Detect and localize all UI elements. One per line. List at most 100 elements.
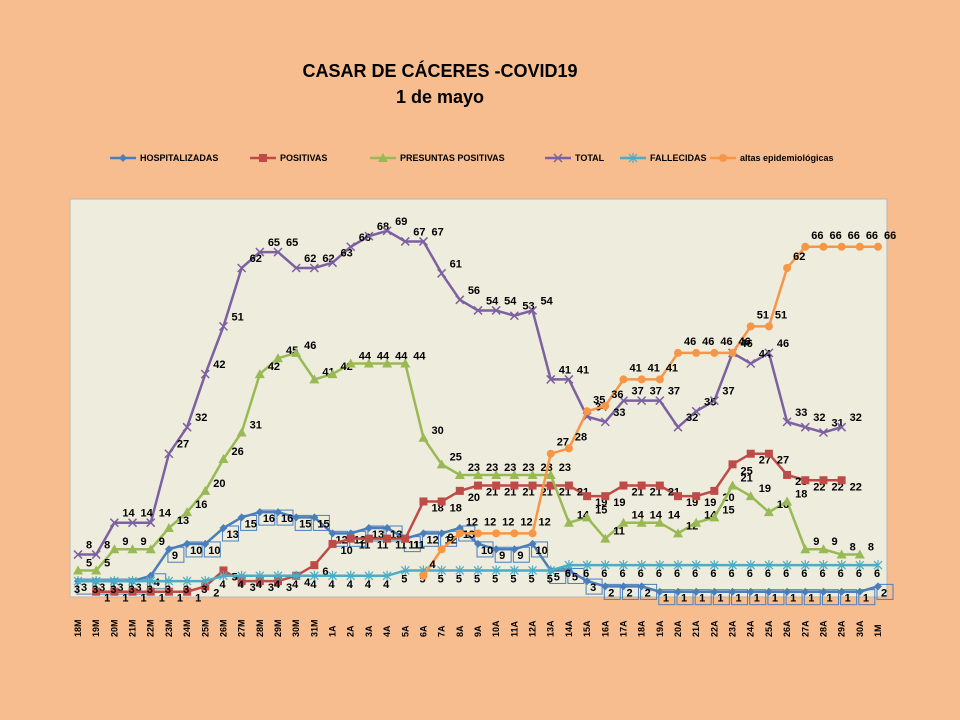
data-point — [728, 348, 737, 357]
data-point — [673, 560, 683, 571]
data-point — [746, 322, 755, 331]
data-point — [600, 533, 611, 543]
data-point — [763, 507, 774, 517]
data-label: 6 — [619, 568, 625, 580]
data-label: 3 — [81, 582, 87, 594]
data-point — [237, 577, 246, 586]
data-label: 9 — [517, 550, 523, 562]
data-label: 12 — [502, 516, 514, 528]
data-label: 62 — [304, 253, 316, 265]
data-label: 6 — [838, 568, 844, 580]
data-label: 3 — [147, 584, 153, 596]
data-label: 20 — [722, 492, 734, 504]
data-point — [473, 305, 483, 315]
data-point — [73, 550, 83, 560]
data-label: 15 — [317, 518, 329, 530]
data-point — [236, 427, 247, 437]
data-label: 5 — [547, 573, 553, 585]
data-label: 9 — [813, 536, 819, 548]
data-label: 4 — [219, 579, 226, 591]
data-point — [619, 481, 628, 490]
data-point — [200, 576, 210, 587]
data-point — [600, 560, 610, 571]
data-point — [200, 485, 211, 495]
data-label: 8 — [104, 540, 110, 552]
data-point — [782, 560, 792, 571]
data-point — [400, 565, 410, 576]
data-point — [528, 481, 537, 490]
x-tick-label: 16A — [600, 620, 610, 637]
data-label: 10 — [341, 545, 353, 557]
data-label: 66 — [359, 232, 371, 244]
data-point — [183, 587, 192, 596]
data-label: 65 — [286, 237, 298, 249]
x-tick-label: 13A — [546, 620, 556, 637]
data-point — [437, 268, 447, 278]
data-label: 16 — [281, 513, 293, 525]
data-label: 3 — [129, 584, 135, 596]
data-label: 61 — [450, 258, 462, 270]
data-point — [528, 305, 538, 315]
data-label: 22 — [850, 481, 862, 493]
data-label: 6 — [819, 568, 825, 580]
data-label: 16 — [195, 499, 207, 511]
data-label: 4 — [310, 579, 317, 591]
data-point — [328, 258, 338, 268]
data-label: 4 — [304, 577, 311, 589]
legend-label: HOSPITALIZADAS — [140, 153, 219, 163]
data-label: 46 — [304, 340, 316, 352]
data-label: 3 — [92, 584, 98, 596]
data-point — [273, 570, 283, 581]
data-point — [437, 565, 447, 576]
data-label: 12 — [520, 516, 532, 528]
x-tick-label: 20A — [673, 620, 683, 637]
data-label: 23 — [486, 462, 498, 474]
data-point — [719, 154, 727, 162]
data-label: 25 — [450, 451, 462, 463]
data-point — [273, 247, 283, 257]
data-point — [418, 432, 429, 442]
data-point — [619, 560, 628, 571]
data-label-box — [203, 541, 221, 558]
data-label-box — [567, 567, 585, 584]
legend-item: PRESUNTAS POSITIVAS — [370, 148, 505, 168]
x-tick-label: 25M — [200, 619, 210, 637]
data-label-box — [167, 546, 185, 563]
data-label: 12 — [426, 534, 438, 546]
data-label: 18 — [431, 502, 443, 514]
data-label: 3 — [110, 584, 116, 596]
data-point — [436, 459, 447, 469]
data-point — [492, 529, 501, 538]
x-tick-label: 27A — [800, 620, 810, 637]
data-label: 5 — [510, 573, 516, 585]
data-point — [764, 348, 774, 358]
data-point — [564, 374, 574, 384]
legend-swatch — [620, 153, 646, 163]
data-label: 37 — [668, 386, 680, 398]
data-label: 3 — [74, 584, 80, 596]
data-label: 25 — [741, 465, 753, 477]
x-tick-label: 7A — [437, 625, 447, 637]
data-label-box — [694, 589, 712, 606]
data-label: 6 — [874, 568, 880, 580]
data-point — [800, 544, 811, 554]
data-point — [837, 560, 847, 571]
data-point — [727, 480, 738, 490]
data-label: 6 — [674, 568, 680, 580]
data-point — [563, 517, 574, 527]
data-label: 6 — [747, 568, 753, 580]
data-label: 21 — [741, 473, 753, 485]
data-point — [437, 497, 446, 506]
data-point — [128, 518, 138, 528]
data-point — [291, 347, 302, 357]
data-point — [692, 348, 701, 357]
x-tick-label: 3A — [364, 625, 374, 637]
data-point — [800, 422, 810, 432]
data-label: 63 — [341, 248, 353, 260]
data-label: 5 — [572, 571, 578, 583]
data-label: 6 — [729, 568, 735, 580]
data-label: 46 — [720, 336, 732, 348]
data-label-box — [767, 589, 785, 606]
